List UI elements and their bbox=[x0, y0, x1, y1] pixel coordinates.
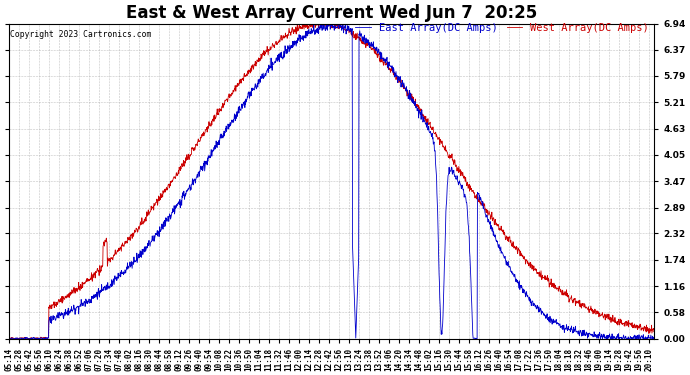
East Array(DC Amps) bbox=[310, 21, 318, 26]
Legend: East Array(DC Amps), West Array(DC Amps): East Array(DC Amps), West Array(DC Amps) bbox=[355, 22, 649, 33]
East Array(DC Amps) bbox=[446, 168, 454, 173]
Line: West Array(DC Amps): West Array(DC Amps) bbox=[9, 24, 654, 339]
West Array(DC Amps) bbox=[268, 41, 277, 46]
West Array(DC Amps) bbox=[42, 336, 50, 340]
West Array(DC Amps) bbox=[143, 210, 151, 214]
West Array(DC Amps) bbox=[246, 66, 255, 71]
Text: Copyright 2023 Cartronics.com: Copyright 2023 Cartronics.com bbox=[10, 30, 151, 39]
East Array(DC Amps) bbox=[143, 244, 151, 249]
Title: East & West Array Current Wed Jun 7  20:25: East & West Array Current Wed Jun 7 20:2… bbox=[126, 4, 538, 22]
Line: East Array(DC Amps): East Array(DC Amps) bbox=[9, 24, 654, 339]
East Array(DC Amps) bbox=[42, 335, 50, 340]
East Array(DC Amps) bbox=[272, 59, 280, 63]
West Array(DC Amps) bbox=[272, 40, 280, 45]
East Array(DC Amps) bbox=[5, 336, 13, 340]
East Array(DC Amps) bbox=[268, 60, 277, 64]
West Array(DC Amps) bbox=[5, 336, 13, 340]
West Array(DC Amps) bbox=[446, 155, 454, 160]
East Array(DC Amps) bbox=[246, 91, 255, 96]
West Array(DC Amps) bbox=[7, 336, 15, 341]
East Array(DC Amps) bbox=[6, 336, 14, 341]
East Array(DC Amps) bbox=[650, 336, 658, 341]
West Array(DC Amps) bbox=[308, 21, 316, 26]
West Array(DC Amps) bbox=[650, 327, 658, 332]
